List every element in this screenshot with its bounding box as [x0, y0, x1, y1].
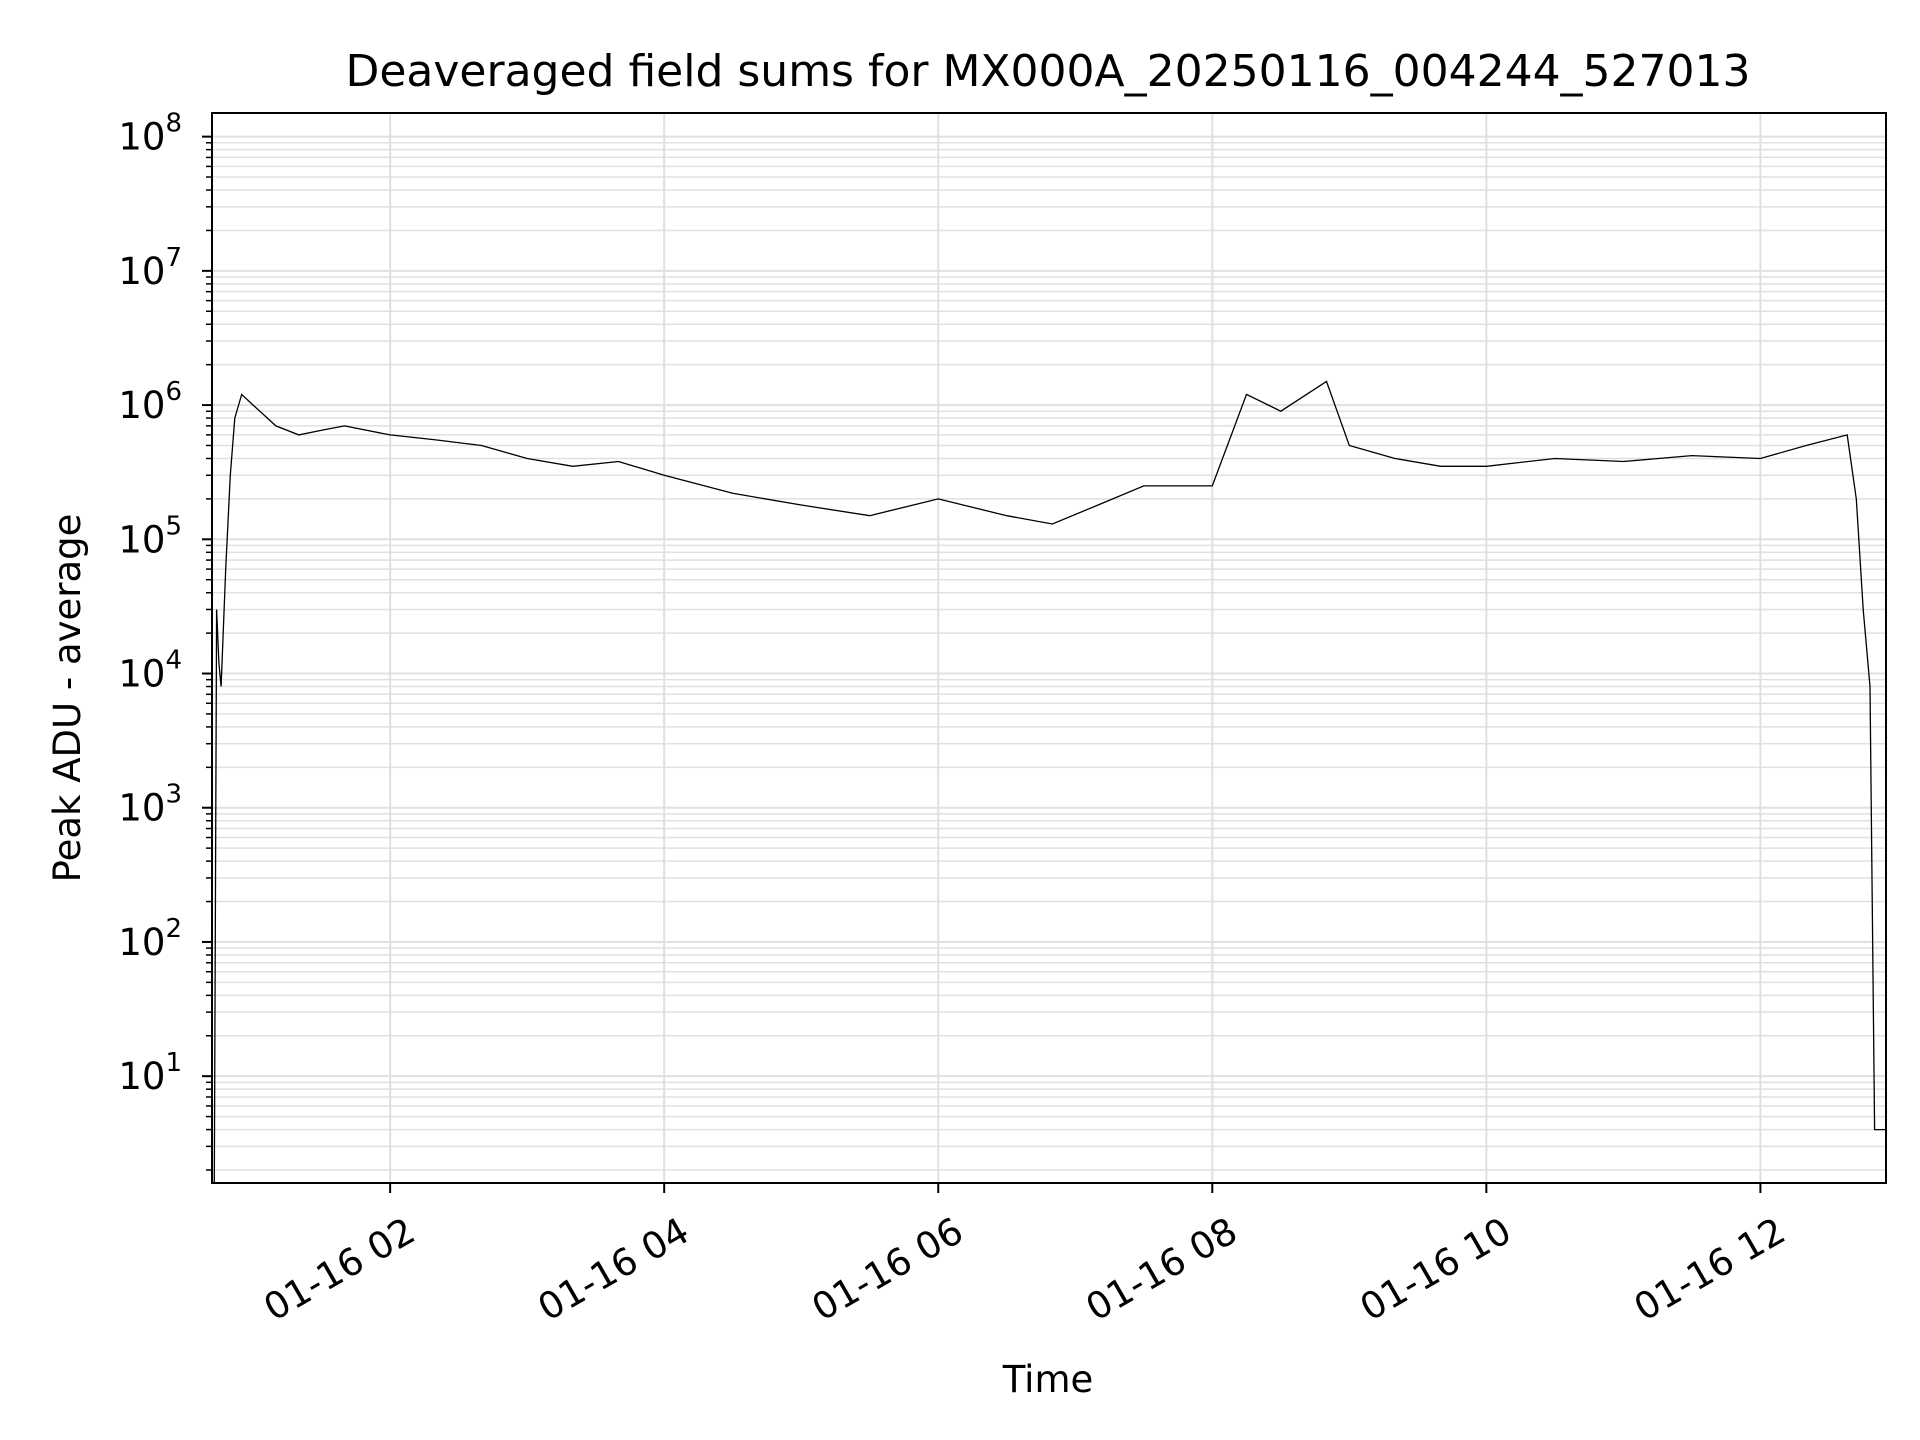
x-tick-label: 01-16 10: [1353, 1209, 1519, 1329]
minor-gridlines: [212, 142, 1886, 1171]
y-tick-label: 106: [118, 377, 182, 427]
y-tick-label: 101: [118, 1048, 182, 1098]
plot-frame: [211, 112, 1887, 1184]
y-tick-label: 102: [118, 914, 182, 964]
y-tick-label: 105: [118, 511, 182, 561]
x-tick-label: 01-16 04: [531, 1209, 697, 1329]
y-tick-label: 104: [118, 646, 182, 696]
y-axis-label: Peak ADU - average: [46, 514, 89, 883]
y-axis: 101 102 103 104 105 106 107 108: [118, 109, 212, 1171]
y-tick-label: 107: [118, 243, 182, 293]
x-axis: 01-16 02 01-16 04 01-16 06 01-16 08 01-16 10…: [257, 1183, 1793, 1330]
x-tick-label: 01-16 06: [805, 1209, 971, 1329]
y-tick-label: 103: [118, 780, 182, 830]
x-tick-label: 01-16 12: [1627, 1209, 1793, 1329]
x-tick-label: 01-16 02: [257, 1209, 423, 1329]
x-axis-label: Time: [1002, 1358, 1094, 1401]
chart-title: Deaveraged field sums for MX000A_2025011…: [345, 46, 1750, 97]
major-gridlines: [212, 113, 1886, 1183]
x-tick-label: 01-16 08: [1079, 1209, 1245, 1329]
series-line: [213, 380, 1886, 1184]
y-tick-label: 108: [118, 109, 182, 159]
